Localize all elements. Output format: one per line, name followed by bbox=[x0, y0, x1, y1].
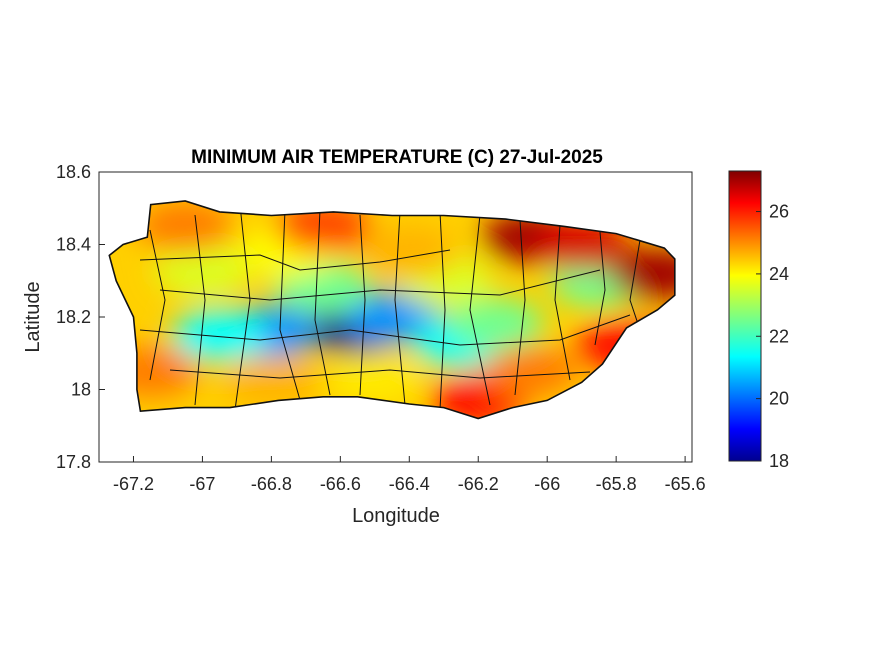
boundary-line bbox=[194, 214, 206, 406]
field-sample bbox=[137, 201, 234, 253]
x-axis-label: Longitude bbox=[352, 505, 440, 527]
field-sample bbox=[447, 298, 544, 351]
colorbar-tick-label: 24 bbox=[769, 264, 789, 284]
boundary-line bbox=[554, 224, 571, 381]
boundary-line bbox=[159, 269, 601, 301]
boundary-line bbox=[234, 204, 251, 411]
x-tick-label: -65.6 bbox=[665, 474, 706, 494]
x-tick-label: -66.6 bbox=[320, 474, 361, 494]
x-tick-label: -67 bbox=[189, 474, 215, 494]
field-sample bbox=[171, 309, 268, 362]
x-axis: -67.2 -67 -66.8 -66.6 -66.4 -66.2 -66 -65.8 -65.… bbox=[99, 456, 706, 494]
boundary-line bbox=[359, 214, 366, 396]
field-sample bbox=[344, 291, 441, 343]
x-tick-label: -67.2 bbox=[113, 474, 154, 494]
y-axis-label: Latitude bbox=[22, 281, 44, 352]
boundary-line bbox=[394, 211, 406, 406]
x-tick-label: -66.8 bbox=[251, 474, 292, 494]
y-tick-label: 18.4 bbox=[56, 235, 91, 255]
boundary-line bbox=[139, 314, 631, 346]
y-tick-label: 17.8 bbox=[56, 452, 91, 472]
y-tick-label: 18.6 bbox=[56, 162, 91, 182]
field-sample bbox=[326, 352, 423, 405]
field-sample bbox=[361, 225, 458, 278]
x-tick-label: -65.8 bbox=[596, 474, 637, 494]
y-tick-label: 18 bbox=[71, 380, 91, 400]
boundary-line bbox=[629, 239, 641, 331]
field-sample bbox=[481, 345, 578, 398]
x-tick-label: -66.2 bbox=[458, 474, 499, 494]
field-sample bbox=[154, 243, 251, 296]
y-axis: 17.8 18 18.2 18.4 18.6 bbox=[56, 162, 105, 472]
field-sample bbox=[609, 247, 675, 300]
colorbar-tick-label: 22 bbox=[769, 326, 789, 346]
boundary-line bbox=[439, 211, 446, 411]
boundary-line bbox=[139, 249, 451, 271]
municipality-boundaries bbox=[139, 204, 641, 411]
boundary-line bbox=[514, 219, 526, 396]
y-tick-label: 18.2 bbox=[56, 307, 91, 327]
chart-title: MINIMUM AIR TEMPERATURE (C) 27-Jul-2025 bbox=[191, 147, 603, 168]
boundary-line bbox=[169, 369, 591, 379]
colorbar-tick-label: 26 bbox=[769, 202, 789, 222]
boundary-line bbox=[314, 209, 331, 396]
colorbar bbox=[728, 170, 762, 462]
x-tick-label: -66 bbox=[534, 474, 560, 494]
colorbar-ticks: 18 20 22 24 26 bbox=[756, 202, 789, 471]
field-sample bbox=[223, 356, 320, 409]
boundary-line bbox=[469, 214, 491, 406]
boundary-line bbox=[149, 229, 166, 381]
x-tick-label: -66.4 bbox=[389, 474, 430, 494]
colorbar-tick-label: 20 bbox=[769, 389, 789, 409]
island-outline bbox=[108, 200, 676, 420]
colorbar-tick-label: 18 bbox=[769, 451, 789, 471]
